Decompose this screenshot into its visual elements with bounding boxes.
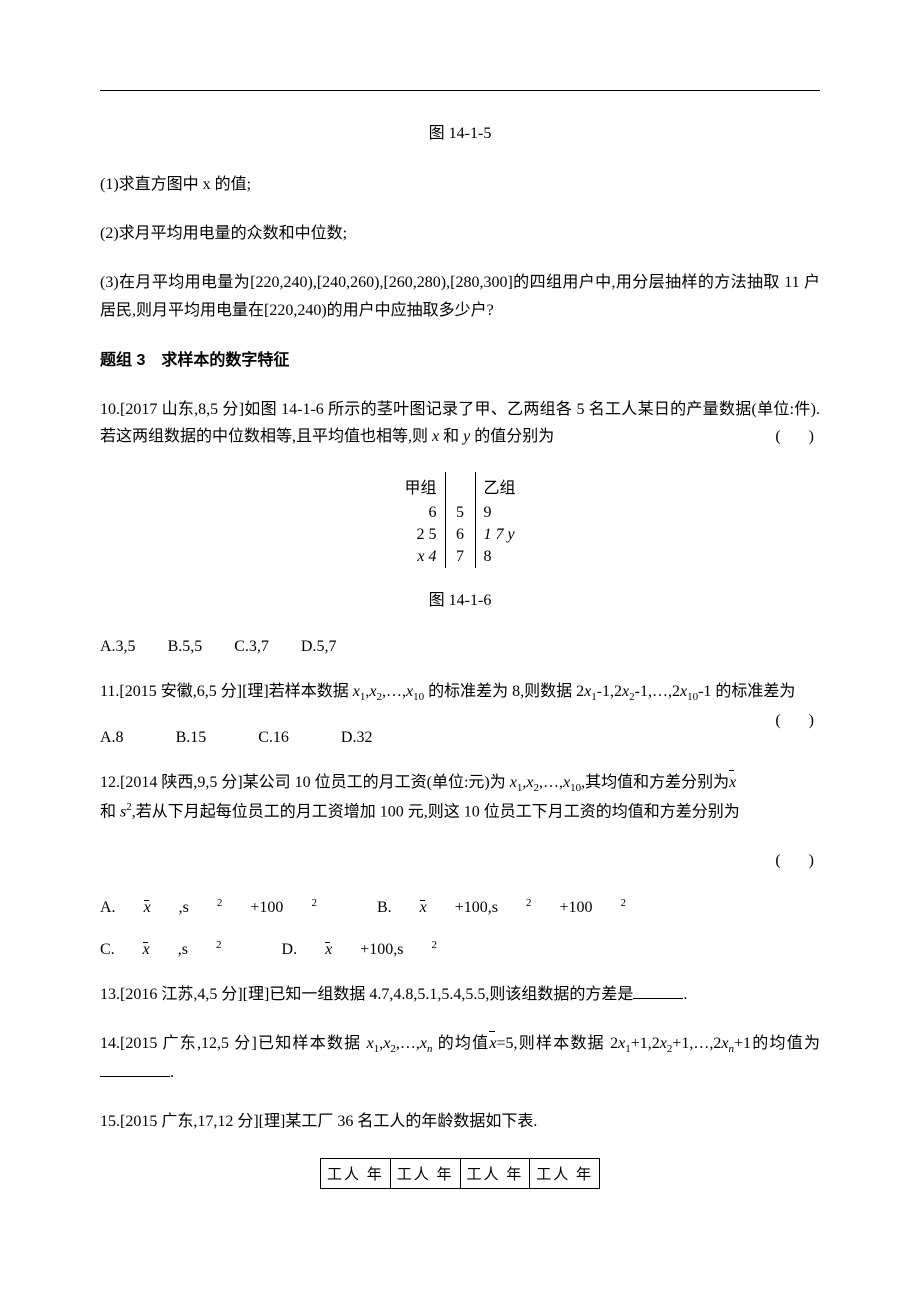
question-10: 10.[2017 山东,8,5 分]如图 14-1-6 所示的茎叶图记录了甲、乙… [100,396,820,450]
question-13: 13.[2016 江苏,4,5 分][理]已知一组数据 4.7,4.8,5.1,… [100,981,820,1008]
worker-hdr-4: 工人 年 [530,1158,600,1188]
stemleaf-r3-left: x 4 [385,546,445,568]
stemleaf-header-right: 乙组 [475,472,535,502]
answer-paren: ( ) [775,423,820,450]
figure-caption-1: 图 14-1-5 [100,119,820,143]
question-12-options-row2: C.x,s2 D.x+100,s2 [100,939,820,959]
question-15: 15.[2015 广东,17,12 分][理]某工厂 36 名工人的年龄数据如下… [100,1108,820,1135]
opt-12-a: A.x,s2+1002 [100,899,345,916]
q12-paren-line: ( ) [100,847,820,874]
question-11-options: A.8 B.15 C.16 D.32 [100,729,820,747]
stemleaf-r1-right: 9 [475,502,535,524]
blank-14 [100,1061,170,1077]
stem-leaf-diagram: 甲组 乙组 6 5 9 2 5 6 1 7 y x 4 7 8 [340,472,580,568]
opt-10-d: D.5,7 [301,638,337,655]
opt-10-a: A.3,5 [100,638,136,655]
question-part-1: (1)求直方图中 x 的值; [100,171,820,198]
stemleaf-r3-right: 8 [475,546,535,568]
worker-hdr-3: 工人 年 [460,1158,530,1188]
question-part-3: (3)在月平均用电量为[220,240),[240,260),[260,280)… [100,269,820,323]
section-title-3: 题组 3 求样本的数字特征 [100,346,820,370]
opt-11-c: C.16 [258,729,289,746]
xbar: x [729,769,736,796]
opt-11-d: D.32 [341,729,373,746]
x1: x [353,683,360,700]
top-rule [100,90,820,91]
q11-text-b: 的标准差为 8,则数据 2 [424,683,584,700]
opt-10-b: B.5,5 [168,638,203,655]
worker-hdr-2: 工人 年 [390,1158,460,1188]
q11-text-e: -1 的标准差为 [698,683,795,700]
stemleaf-r2-mid: 6 [445,524,475,546]
q12-text-a: 12.[2014 陕西,9,5 分]某公司 10 位员工的月工资(单位:元)为 [100,774,510,791]
question-10-options: A.3,5 B.5,5 C.3,7 D.5,7 [100,638,820,656]
answer-paren: ( ) [775,707,820,734]
stemleaf-header-left: 甲组 [385,472,445,502]
stemleaf-r1-left: 6 [385,502,445,524]
answer-paren: ( ) [775,852,820,869]
worker-hdr-1: 工人 年 [320,1158,390,1188]
stemleaf-header-mid [445,472,475,502]
opt-11-a: A.8 [100,729,124,746]
question-14: 14.[2015 广东,12,5 分]已知样本数据 x1,x2,…,xn 的均值… [100,1030,820,1086]
sub1: 1 [360,691,366,703]
opt-10-c: C.3,7 [234,638,269,655]
worker-age-table: 工人 年 工人 年 工人 年 工人 年 [320,1158,600,1189]
stemleaf-r3-mid: 7 [445,546,475,568]
opt-11-b: B.15 [176,729,207,746]
stemleaf-r2-right: 1 7 y [475,524,535,546]
question-part-2: (2)求月平均用电量的众数和中位数; [100,220,820,247]
q11-text-a: 11.[2015 安徽,6,5 分][理]若样本数据 [100,683,353,700]
stemleaf-r2-left: 2 5 [385,524,445,546]
opt-12-b: B.x+100,s2+1002 [377,899,654,916]
stemleaf-r1-mid: 5 [445,502,475,524]
figure-caption-2: 图 14-1-6 [100,586,820,610]
q10-text-c: 的值分别为 [470,428,554,445]
question-11: 11.[2015 安徽,6,5 分][理]若样本数据 x1,x2,…,x10 的… [100,678,820,707]
opt-12-d: D.x+100,s2 [282,941,465,958]
blank-13 [633,983,683,999]
document-page: 图 14-1-5 (1)求直方图中 x 的值; (2)求月平均用电量的众数和中位… [0,0,920,1249]
q10-text-b: 和 [439,428,463,445]
opt-12-c: C.x,s2 [100,939,250,959]
question-12: 12.[2014 陕西,9,5 分]某公司 10 位员工的月工资(单位:元)为 … [100,769,820,825]
question-12-options-row1: A.x,s2+1002 B.x+100,s2+1002 [100,897,820,917]
